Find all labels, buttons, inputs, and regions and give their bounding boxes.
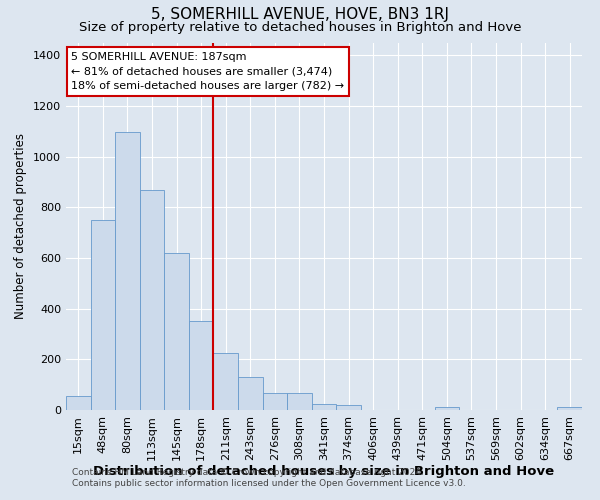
Bar (189, 322, 214, 410)
Bar (164, 253, 189, 410)
Bar (66, 396, 91, 410)
Bar (238, 377, 263, 410)
Y-axis label: Number of detached properties: Number of detached properties (14, 133, 28, 320)
Text: 5 SOMERHILL AVENUE: 187sqm
← 81% of detached houses are smaller (3,474)
18% of s: 5 SOMERHILL AVENUE: 187sqm ← 81% of deta… (71, 52, 344, 92)
Bar (214, 353, 238, 410)
Bar (263, 393, 287, 410)
Text: Contains HM Land Registry data © Crown copyright and database right 2024.
Contai: Contains HM Land Registry data © Crown c… (72, 468, 466, 487)
X-axis label: Distribution of detached houses by size in Brighton and Hove: Distribution of detached houses by size … (94, 466, 554, 478)
Bar (336, 406, 361, 410)
Text: 5, SOMERHILL AVENUE, HOVE, BN3 1RJ: 5, SOMERHILL AVENUE, HOVE, BN3 1RJ (151, 8, 449, 22)
Bar (115, 132, 140, 410)
Bar (140, 190, 164, 410)
Bar (557, 407, 582, 410)
Bar (91, 220, 115, 410)
Bar (434, 407, 459, 410)
Text: Size of property relative to detached houses in Brighton and Hove: Size of property relative to detached ho… (79, 21, 521, 34)
Bar (312, 404, 336, 410)
Bar (287, 393, 312, 410)
